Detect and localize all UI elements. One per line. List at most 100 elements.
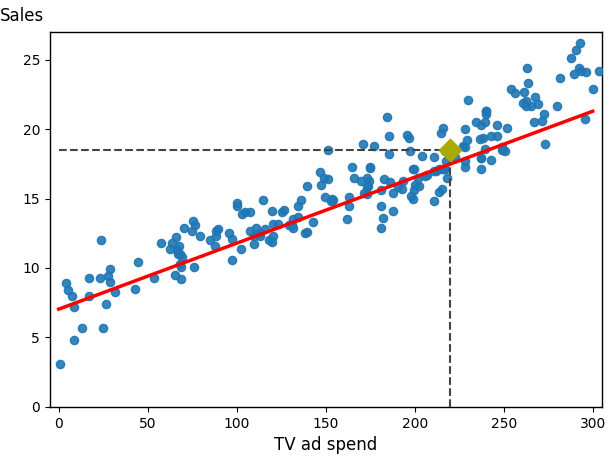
Point (476, 166, 486, 173)
Point (268, 232, 278, 240)
Point (188, 217, 198, 225)
Point (233, 199, 243, 207)
Point (402, 131, 411, 138)
Point (55, 360, 65, 367)
Point (497, 146, 507, 154)
Point (316, 181, 326, 189)
Point (110, 288, 120, 295)
Point (588, 85, 597, 93)
Point (476, 121, 486, 129)
Point (449, 153, 459, 160)
Point (249, 232, 259, 240)
Point (301, 228, 311, 236)
Point (131, 285, 141, 292)
Point (502, 124, 512, 131)
Point (365, 163, 375, 171)
Point (227, 235, 236, 242)
Point (328, 196, 338, 204)
Point (364, 177, 374, 184)
Point (319, 174, 328, 182)
Point (105, 266, 115, 273)
Point (326, 198, 336, 205)
Point (575, 40, 585, 47)
Point (384, 132, 394, 140)
Point (324, 146, 333, 154)
Point (190, 263, 200, 270)
Point (385, 178, 395, 186)
Point (293, 213, 303, 220)
Point (344, 202, 354, 209)
Point (481, 107, 491, 115)
Point (170, 271, 180, 278)
Point (289, 224, 298, 231)
Point (574, 65, 584, 72)
Point (344, 194, 354, 201)
Point (554, 74, 564, 82)
Point (211, 232, 221, 240)
Point (278, 209, 287, 216)
Point (267, 238, 277, 245)
Point (342, 216, 352, 223)
Point (438, 124, 448, 131)
Point (315, 169, 325, 176)
Point (410, 166, 419, 173)
Point (429, 153, 439, 160)
Point (289, 216, 298, 223)
Point (464, 96, 473, 104)
Point (101, 301, 111, 308)
Point (462, 136, 472, 144)
Point (476, 154, 486, 162)
Point (378, 214, 387, 222)
Point (440, 148, 450, 155)
Point (565, 55, 575, 62)
Point (104, 278, 114, 285)
Point (388, 189, 398, 197)
Point (156, 239, 166, 247)
Point (410, 181, 420, 189)
Point (408, 166, 418, 173)
Point (481, 107, 491, 115)
Point (267, 207, 277, 215)
Point (460, 143, 470, 151)
Point (538, 110, 548, 118)
Point (167, 239, 177, 247)
Point (436, 130, 446, 137)
Point (376, 187, 386, 194)
Point (369, 142, 379, 149)
Point (492, 121, 502, 129)
Point (69, 303, 79, 311)
Point (443, 174, 453, 182)
Point (327, 195, 337, 202)
Point (214, 225, 223, 233)
Point (475, 135, 485, 142)
Point (434, 188, 444, 195)
Point (149, 274, 159, 281)
Point (480, 145, 489, 152)
Point (523, 80, 532, 87)
Point (251, 224, 260, 231)
Point (279, 206, 289, 213)
Point (63, 286, 73, 294)
Point (537, 117, 546, 124)
Point (529, 118, 538, 126)
Point (410, 187, 419, 194)
Point (433, 166, 443, 173)
Point (580, 116, 590, 123)
Point (177, 275, 187, 283)
Point (240, 209, 250, 216)
Point (506, 85, 516, 93)
Point (195, 232, 205, 240)
Point (190, 221, 200, 229)
Point (236, 245, 246, 252)
Point (581, 69, 591, 76)
Point (510, 89, 519, 97)
Point (363, 183, 373, 190)
Point (224, 230, 234, 237)
Point (300, 230, 310, 237)
Point (245, 209, 255, 216)
Point (287, 221, 297, 229)
Point (421, 173, 430, 180)
Point (577, 67, 586, 75)
Point (268, 220, 278, 227)
Point (445, 147, 455, 154)
